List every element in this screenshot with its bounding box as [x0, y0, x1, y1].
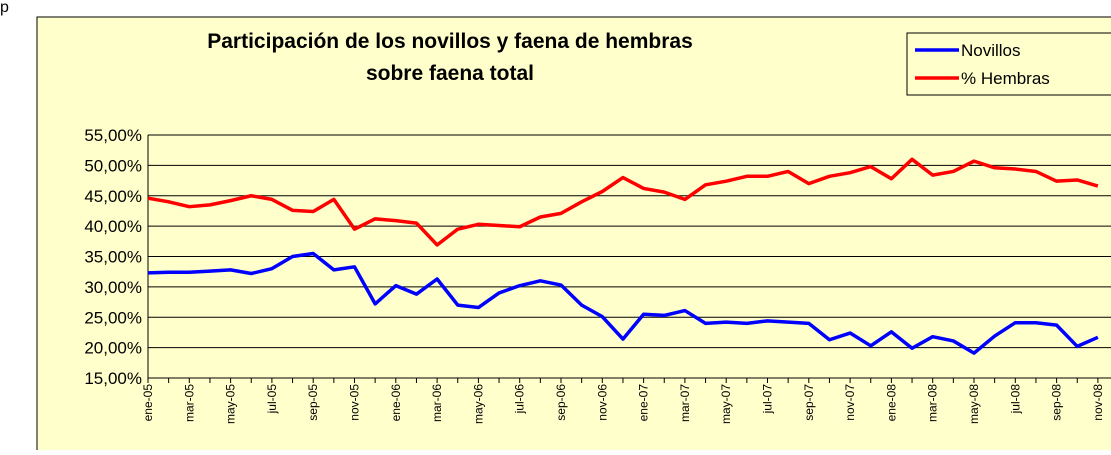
x-tick-label: ene-08: [884, 384, 898, 422]
y-tick-label: 40,00%: [84, 217, 142, 236]
x-tick-label: may-08: [967, 384, 981, 424]
x-tick-label: sep-06: [554, 384, 568, 421]
x-tick-label: may-06: [471, 384, 485, 424]
y-tick-label: 30,00%: [84, 278, 142, 297]
x-tick-label: ene-06: [389, 384, 403, 422]
series-line: [147, 251, 1099, 355]
x-tick-label: jul-07: [761, 384, 775, 415]
x-tick-label: nov-08: [1091, 384, 1105, 421]
y-tick-label: 50,00%: [84, 156, 142, 175]
x-tick-label: nov-05: [348, 384, 362, 421]
x-tick-label: jul-06: [513, 384, 527, 415]
x-tick-label: nov-07: [843, 384, 857, 421]
y-tick-label: 20,00%: [84, 339, 142, 358]
chart-subtitle: sobre faena total: [366, 62, 534, 85]
x-tick-label: mar-07: [678, 384, 692, 422]
legend-box: [906, 32, 1111, 96]
x-tick-label: jul-05: [265, 384, 279, 415]
series-line: [147, 157, 1099, 247]
y-tick-label: 45,00%: [84, 187, 142, 206]
x-tick-label: sep-07: [802, 384, 816, 421]
x-tick-label: mar-05: [182, 384, 196, 422]
x-tick-label: mar-06: [430, 384, 444, 422]
x-tick-label: nov-06: [595, 384, 609, 421]
x-tick-label: jul-08: [1008, 384, 1022, 415]
x-tick-label: sep-08: [1050, 384, 1064, 421]
x-tick-label: sep-05: [306, 384, 320, 421]
x-tick-label: may-05: [224, 384, 238, 424]
y-tick-label: 15,00%: [84, 369, 142, 388]
legend-label: Novillos: [961, 41, 1021, 60]
chart-title: Participación de los novillos y faena de…: [207, 30, 693, 53]
x-tick-label: may-07: [719, 384, 733, 424]
y-tick-label: 55,00%: [84, 126, 142, 145]
y-tick-label: 25,00%: [84, 308, 142, 327]
x-tick-label: ene-07: [637, 384, 651, 422]
legend-label: % Hembras: [961, 69, 1050, 88]
y-tick-label: 35,00%: [84, 248, 142, 267]
x-tick-label: mar-08: [926, 384, 940, 422]
x-tick-label: ene-05: [141, 384, 155, 422]
fragment: p: [0, 0, 9, 16]
